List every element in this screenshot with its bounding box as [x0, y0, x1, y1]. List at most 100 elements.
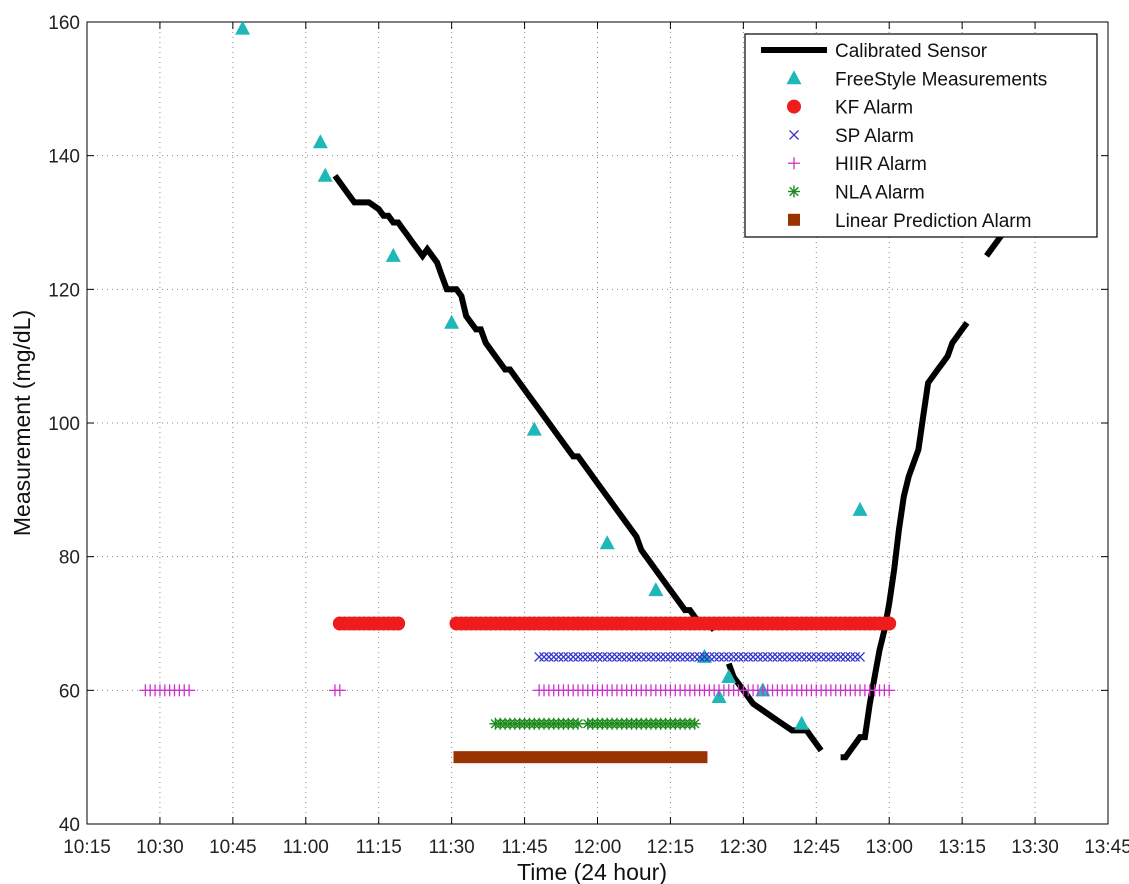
freestyle-measurements-point — [721, 668, 737, 683]
sp-alarm-point — [646, 651, 656, 662]
sp-alarm-point — [767, 651, 778, 662]
sp-alarm-point — [636, 651, 647, 662]
sp-alarm-point — [621, 651, 632, 662]
sp-alarm-point — [587, 651, 598, 662]
sp-alarm-point — [816, 651, 827, 662]
x-tick-label: 13:15 — [938, 837, 986, 858]
sp-alarm-point — [845, 651, 856, 662]
sp-alarm-point — [796, 651, 807, 662]
sp-alarm-point — [787, 651, 797, 662]
legend-label-sp-alarm: SP Alarm — [835, 126, 914, 147]
x-tick-label: 11:00 — [283, 837, 329, 858]
y-tick-label: 160 — [48, 13, 80, 34]
legend-swatch-kf-alarm — [787, 99, 801, 114]
sp-alarm-point — [670, 651, 681, 662]
x-tick-label: 10:30 — [136, 837, 184, 858]
sp-alarm-point — [699, 651, 710, 662]
freestyle-measurements-point — [852, 501, 868, 516]
legend: Calibrated Sensor FreeStyle Measurements K… — [744, 33, 1098, 238]
sp-alarm-point — [782, 651, 793, 662]
sp-alarm-point — [806, 651, 817, 662]
sp-alarm-point — [791, 651, 802, 662]
sp-alarm-point — [573, 651, 584, 662]
sp-alarm-point — [733, 651, 744, 662]
sp-alarm-point — [811, 651, 822, 662]
legend-label-linear-prediction-alarm: Linear Prediction Alarm — [835, 211, 1031, 232]
hiir-alarm-point — [883, 684, 896, 697]
sp-alarm-point — [850, 651, 861, 662]
linear-prediction-alarm-bar — [453, 751, 708, 764]
sp-alarm-point — [709, 651, 720, 662]
x-tick-label: 12:45 — [793, 837, 841, 858]
x-tick-label: 12:00 — [574, 837, 622, 858]
sp-alarm-point — [611, 651, 622, 662]
sp-alarm-point — [738, 651, 749, 662]
sp-alarm-point — [568, 651, 579, 662]
sp-alarm-point — [855, 651, 866, 662]
sp-alarm-point — [757, 651, 768, 662]
legend-box — [744, 33, 1098, 238]
sp-alarm-point — [655, 651, 666, 662]
sp-alarm-point — [821, 651, 831, 662]
freestyle-measurements-point — [794, 715, 810, 730]
freestyle-measurements-point — [312, 134, 328, 149]
sp-alarm-point — [592, 651, 603, 662]
sensor-line-segment — [332, 173, 717, 632]
sensor-line-segment — [725, 662, 824, 753]
series-hiir-alarm — [139, 684, 896, 697]
grid — [87, 22, 1108, 824]
sp-alarm-point — [675, 651, 686, 662]
sp-alarm-point — [650, 651, 661, 662]
plot-area — [139, 20, 1014, 764]
kf-alarm-point — [391, 616, 406, 631]
legend-label-hiir-alarm: HIIR Alarm — [835, 154, 927, 175]
sensor-line-segment — [840, 321, 970, 761]
series-kf-alarm — [332, 616, 897, 631]
legend-label-nla-alarm: NLA Alarm — [835, 183, 925, 204]
freestyle-measurements-point — [526, 421, 542, 436]
sp-alarm-point — [825, 651, 836, 662]
x-tick-label: 12:30 — [720, 837, 768, 858]
y-tick-label: 100 — [48, 414, 80, 435]
sp-alarm-point — [626, 651, 637, 662]
sp-alarm-point — [830, 651, 841, 662]
sp-alarm-point — [553, 651, 564, 662]
sp-alarm-point — [631, 651, 642, 662]
sp-alarm-point — [723, 651, 734, 662]
freestyle-measurements-point — [235, 20, 251, 35]
sp-alarm-point — [714, 651, 725, 662]
y-tick-label: 60 — [59, 681, 80, 702]
sp-alarm-point — [563, 651, 574, 662]
sp-alarm-point — [772, 651, 783, 662]
sp-alarm-point — [680, 651, 690, 662]
series-calibrated-sensor — [332, 173, 1014, 761]
freestyle-measurements-point — [696, 648, 712, 663]
legend-swatch-nla-alarm — [788, 185, 800, 198]
legend-label-freestyle-measurements: FreeStyle Measurements — [835, 69, 1047, 90]
x-tick-label: 13:30 — [1011, 837, 1059, 858]
kf-alarm-point — [882, 616, 897, 631]
legend-swatch-freestyle-measurements — [786, 70, 802, 85]
series-nla-alarm — [489, 717, 701, 730]
hiir-alarm-point — [183, 684, 196, 697]
x-tick-label: 11:45 — [502, 837, 548, 858]
sp-alarm-point — [684, 651, 695, 662]
sp-alarm-point — [762, 651, 773, 662]
sp-alarm-point — [558, 651, 569, 662]
x-tick-label: 12:15 — [647, 837, 695, 858]
sp-alarm-point — [534, 651, 545, 662]
y-axis-title: Measurement (mg/dL) — [9, 310, 35, 536]
freestyle-measurements-point — [648, 582, 664, 597]
sp-alarm-point — [616, 651, 627, 662]
nla-alarm-point — [688, 717, 701, 730]
x-tick-label: 11:30 — [429, 837, 475, 858]
sp-alarm-point — [689, 651, 700, 662]
hiir-alarm-point — [333, 684, 346, 697]
sp-alarm-point — [577, 651, 588, 662]
freestyle-measurements-point — [444, 314, 460, 329]
sp-alarm-point — [543, 651, 554, 662]
y-tick-label: 120 — [48, 280, 80, 301]
y-tick-label: 80 — [59, 548, 80, 569]
x-tick-label: 10:15 — [63, 837, 111, 858]
sp-alarm-point — [597, 651, 608, 662]
